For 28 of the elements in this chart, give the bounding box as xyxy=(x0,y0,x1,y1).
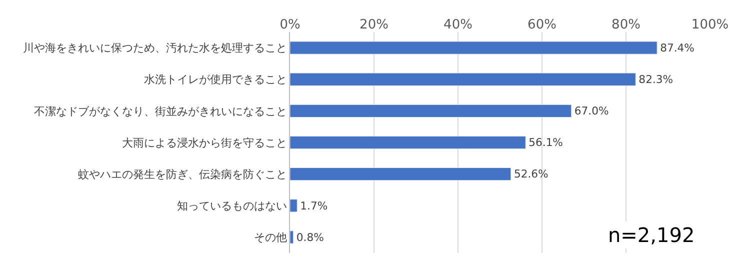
y-tick-label: 蚊やハエの発生を防ぎ、伝染病を防ぐこと xyxy=(78,168,287,181)
y-tick-label: 不潔なドブがなくなり、街並みがきれいになること xyxy=(34,104,287,118)
y-tick-label: 川や海をきれいに保つため、汚れた水を処理すること xyxy=(22,42,287,55)
x-tick-label: 40% xyxy=(444,17,472,32)
y-tick-label: 知っているものはない xyxy=(176,199,287,212)
data-label: 67.0% xyxy=(574,104,609,118)
bar xyxy=(290,168,512,181)
data-label: 52.6% xyxy=(514,168,548,181)
bar xyxy=(290,72,636,86)
bar xyxy=(290,41,658,54)
x-tick-label: 60% xyxy=(528,17,556,32)
data-label: 56.1% xyxy=(528,136,563,150)
x-tick-label: 0% xyxy=(280,17,300,32)
data-label: 87.4% xyxy=(660,41,694,54)
x-tick-label: 80% xyxy=(612,17,640,32)
x-tick-label: 100% xyxy=(691,17,729,32)
y-tick-label: 大雨による浸水から街を守ること xyxy=(122,136,287,150)
data-label: 82.3% xyxy=(638,72,674,86)
y-tick-label: 水洗トイレが使用できること xyxy=(144,73,287,86)
data-label: 0.8% xyxy=(296,230,324,244)
x-tick-label: 20% xyxy=(360,17,388,32)
data-label: 1.7% xyxy=(300,199,328,212)
annotation: n=2,192 xyxy=(608,223,695,247)
bar xyxy=(290,136,526,150)
bar xyxy=(290,230,294,244)
y-tick-label: その他 xyxy=(254,231,287,244)
bar xyxy=(290,104,572,118)
bar xyxy=(290,199,298,212)
